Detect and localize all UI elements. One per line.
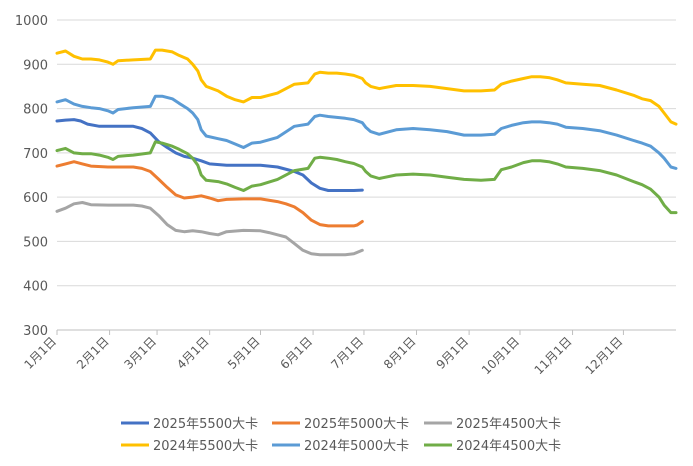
y-tick-label: 300 xyxy=(23,324,48,339)
x-axis: 1月1日 2月1日 3月1日 4月1日 5月1日 6月1日 7月1日 8月1日 9月1日 10月1… xyxy=(21,330,626,377)
gridlines xyxy=(57,19,676,331)
series-line-0 xyxy=(55,118,364,192)
x-tick-label: 10月1日 xyxy=(479,334,522,377)
x-tick-label: 6月1日 xyxy=(278,334,316,372)
x-tick-label: 5月1日 xyxy=(225,334,263,372)
legend-label-1: 2025年5000大卡 xyxy=(304,417,409,432)
y-tick-label: 800 xyxy=(23,103,48,118)
legend-label-2: 2025年4500大卡 xyxy=(456,417,561,432)
legend: 2025年5500大卡 2025年5000大卡 2025年4500大卡 2024年55… xyxy=(121,417,561,454)
series-line-5 xyxy=(55,140,678,215)
series-line-3 xyxy=(55,48,678,126)
x-tick-label: 3月1日 xyxy=(122,334,160,372)
y-tick-label: 600 xyxy=(23,191,48,206)
y-tick-label: 700 xyxy=(23,147,48,162)
legend-label-3: 2024年5500大卡 xyxy=(153,439,258,454)
legend-label-4: 2024年5000大卡 xyxy=(304,439,409,454)
x-tick-label: 2月1日 xyxy=(74,334,112,372)
legend-label-0: 2025年5500大卡 xyxy=(153,417,258,432)
series-line-1 xyxy=(55,160,364,228)
y-tick-label: 500 xyxy=(23,235,48,250)
series-line-2 xyxy=(55,201,364,257)
x-tick-label: 12月1日 xyxy=(582,334,625,377)
legend-label-5: 2024年4500大卡 xyxy=(456,439,561,454)
y-tick-label: 400 xyxy=(23,280,48,295)
series-lines xyxy=(55,48,678,257)
x-tick-label: 11月1日 xyxy=(532,334,575,377)
y-axis-ticks: 300 400 500 600 700 800 900 1000 xyxy=(15,14,48,339)
x-tick-label: 8月1日 xyxy=(381,334,419,372)
x-tick-label: 9月1日 xyxy=(434,334,472,372)
x-tick-label: 4月1日 xyxy=(174,334,212,372)
x-tick-label: 1月1日 xyxy=(21,334,59,372)
x-tick-label: 7月1日 xyxy=(328,334,366,372)
y-tick-label: 1000 xyxy=(15,14,48,29)
y-tick-label: 900 xyxy=(23,58,48,73)
series-line-4 xyxy=(55,94,678,170)
